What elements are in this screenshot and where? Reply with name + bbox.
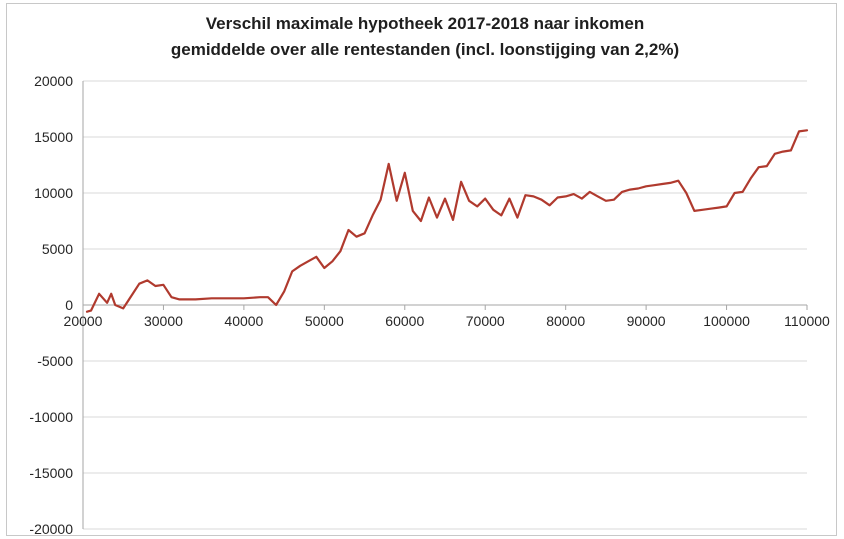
y-tick-label: -15000	[29, 465, 73, 481]
x-tick-label: 60000	[385, 313, 424, 329]
chart-frame: Verschil maximale hypotheek 2017-2018 na…	[6, 3, 837, 537]
x-tick-label: 100000	[703, 313, 750, 329]
y-tick-label: 20000	[34, 73, 73, 89]
y-axis-tick-labels: 20000 15000 10000 5000 0 -5000 -10000 -15000 -20…	[29, 73, 73, 537]
chart-title-line-2: gemiddelde over alle rentestanden (incl.…	[171, 40, 679, 59]
y-tick-label: -10000	[29, 409, 73, 425]
series-layer	[85, 129, 809, 313]
series-line-0	[85, 129, 809, 313]
gridlines	[83, 80, 807, 530]
x-tick-label: 70000	[466, 313, 505, 329]
x-tick-label: 80000	[546, 313, 585, 329]
x-tick-label: 110000	[784, 313, 830, 329]
x-tick-label: 30000	[144, 313, 183, 329]
y-tick-label: 0	[65, 297, 73, 313]
line-chart: Verschil maximale hypotheek 2017-2018 na…	[29, 14, 831, 537]
y-tick-label: -20000	[29, 521, 73, 537]
x-tick-label: 40000	[224, 313, 263, 329]
y-tick-label: -5000	[37, 353, 73, 369]
x-tick-label: 20000	[64, 313, 103, 329]
axes	[82, 81, 808, 529]
x-axis-tick-labels: 20000 30000 40000 50000 60000 70000 80000 90000…	[64, 313, 831, 329]
x-tick-label: 90000	[627, 313, 666, 329]
x-tick-label: 50000	[305, 313, 344, 329]
y-tick-label: 5000	[42, 241, 73, 257]
y-tick-label: 15000	[34, 129, 73, 145]
chart-title-line-1: Verschil maximale hypotheek 2017-2018 na…	[206, 14, 644, 33]
y-tick-label: 10000	[34, 185, 73, 201]
